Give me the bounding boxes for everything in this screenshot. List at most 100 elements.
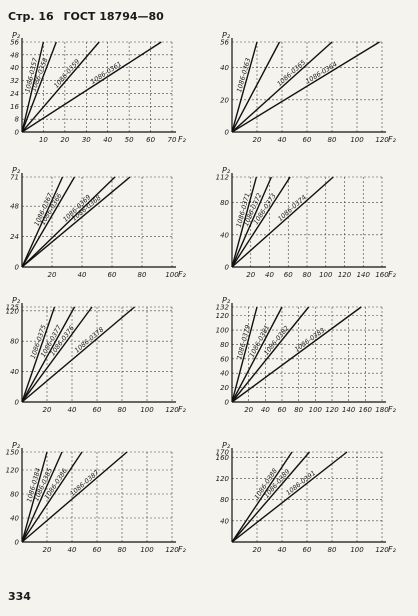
series-line xyxy=(21,176,116,268)
x-tick-label: 40 xyxy=(261,406,270,414)
y-axis-label: P₂ xyxy=(12,166,21,175)
series-label: 1086-0374 xyxy=(276,193,308,223)
chart-6: 20 40 60 80 100 120 140 160 18002040608010012013… xyxy=(216,296,397,414)
series-line xyxy=(231,41,380,133)
y-axis-label: P₂ xyxy=(222,441,231,450)
x-tick-label: 40 xyxy=(68,406,77,414)
series-label: 1086-0361 xyxy=(89,60,123,86)
y-tick-label: 20 xyxy=(220,96,229,104)
x-tick-label: 120 xyxy=(338,271,352,279)
series-line xyxy=(21,41,57,133)
x-tick-label: 20 xyxy=(253,546,262,554)
x-tick-label: 40 xyxy=(68,546,77,554)
y-tick-label: 0 xyxy=(15,129,20,137)
x-tick-label: 80 xyxy=(118,406,127,414)
y-axis-label: P₂ xyxy=(222,166,231,175)
y-tick-label: 80 xyxy=(10,491,19,499)
x-tick-label: 30 xyxy=(82,136,91,144)
x-tick-label: 50 xyxy=(125,136,134,144)
y-tick-label: 56 xyxy=(220,39,229,47)
y-tick-label: 120 xyxy=(216,475,230,483)
x-axis-label: F₂ xyxy=(388,405,397,414)
x-tick-label: 10 xyxy=(39,136,48,144)
y-tick-label: 40 xyxy=(220,64,229,72)
x-tick-label: 180 xyxy=(375,406,389,414)
y-tick-label: 40 xyxy=(220,231,229,239)
y-tick-label: 80 xyxy=(220,341,229,349)
y-tick-label: 80 xyxy=(10,338,19,346)
chart-5: 20 40 60 80 100 12004080120125P₂F₂1086-037510… xyxy=(6,296,187,414)
x-tick-label: 100 xyxy=(309,406,323,414)
series-line xyxy=(21,176,76,268)
series-label: 1086-0365 xyxy=(275,58,307,88)
x-tick-label: 160 xyxy=(375,271,389,279)
y-tick-label: 0 xyxy=(225,399,230,407)
x-axis-label: F₂ xyxy=(178,270,187,279)
y-tick-label: 132 xyxy=(216,304,230,312)
page-number: 334 xyxy=(8,590,31,603)
x-axis-label: F₂ xyxy=(388,270,397,279)
series-line xyxy=(21,41,45,133)
x-tick-label: 100 xyxy=(140,546,154,554)
x-tick-label: 40 xyxy=(103,136,112,144)
y-tick-label: 170 xyxy=(216,449,230,457)
y-axis-label: P₂ xyxy=(222,296,231,305)
x-tick-label: 60 xyxy=(146,136,155,144)
y-tick-label: 120 xyxy=(216,312,230,320)
series-line xyxy=(231,306,258,403)
series-label: 1086-0378 xyxy=(73,326,105,355)
y-axis-label: P₂ xyxy=(12,296,21,305)
x-tick-label: 40 xyxy=(78,271,87,279)
y-axis-label: P₂ xyxy=(222,31,231,40)
x-tick-label: 80 xyxy=(118,546,127,554)
series-line xyxy=(21,306,76,403)
standard-code: ГОСТ 18794—80 xyxy=(63,10,164,23)
x-tick-label: 20 xyxy=(60,136,69,144)
y-tick-label: 0 xyxy=(225,129,230,137)
series-label: 1086-0387 xyxy=(68,468,101,498)
series-line xyxy=(231,176,258,268)
y-tick-label: 100 xyxy=(216,327,230,335)
x-tick-label: 20 xyxy=(48,271,57,279)
y-tick-label: 8 xyxy=(15,116,20,124)
series-line xyxy=(231,306,362,403)
x-tick-label: 60 xyxy=(93,546,102,554)
x-tick-label: 80 xyxy=(303,271,312,279)
series-line xyxy=(21,41,100,133)
x-tick-label: 80 xyxy=(328,546,337,554)
series-line xyxy=(21,176,64,268)
series-line xyxy=(21,306,56,403)
y-tick-label: 20 xyxy=(220,384,229,392)
y-tick-label: 112 xyxy=(216,174,230,182)
x-tick-label: 20 xyxy=(253,136,262,144)
x-tick-label: 40 xyxy=(278,136,287,144)
series-line xyxy=(21,176,131,268)
x-tick-label: 140 xyxy=(357,271,371,279)
series-line xyxy=(231,41,258,133)
series-line xyxy=(21,451,128,543)
y-tick-label: 0 xyxy=(225,264,230,272)
x-tick-label: 40 xyxy=(278,546,287,554)
y-tick-label: 120 xyxy=(6,307,20,315)
x-tick-label: 70 xyxy=(168,136,177,144)
series-label: 1086-0363 xyxy=(235,57,252,93)
y-tick-label: 24 xyxy=(10,233,19,241)
series-label: 1086-0364 xyxy=(304,60,338,85)
x-tick-label: 40 xyxy=(265,271,274,279)
x-tick-label: 60 xyxy=(303,546,312,554)
y-tick-label: 40 xyxy=(10,64,19,72)
x-axis-label: F₂ xyxy=(388,545,397,554)
x-tick-label: 60 xyxy=(108,271,117,279)
x-tick-label: 20 xyxy=(246,271,255,279)
y-tick-label: 160 xyxy=(216,454,230,462)
series-line xyxy=(21,306,93,403)
y-tick-label: 16 xyxy=(10,103,19,111)
x-tick-label: 20 xyxy=(244,406,253,414)
y-tick-label: 48 xyxy=(10,203,19,211)
x-tick-label: 140 xyxy=(342,406,356,414)
x-axis-label: F₂ xyxy=(388,135,397,144)
series-line xyxy=(21,451,48,543)
y-tick-label: 40 xyxy=(10,368,19,376)
x-tick-label: 120 xyxy=(165,546,179,554)
